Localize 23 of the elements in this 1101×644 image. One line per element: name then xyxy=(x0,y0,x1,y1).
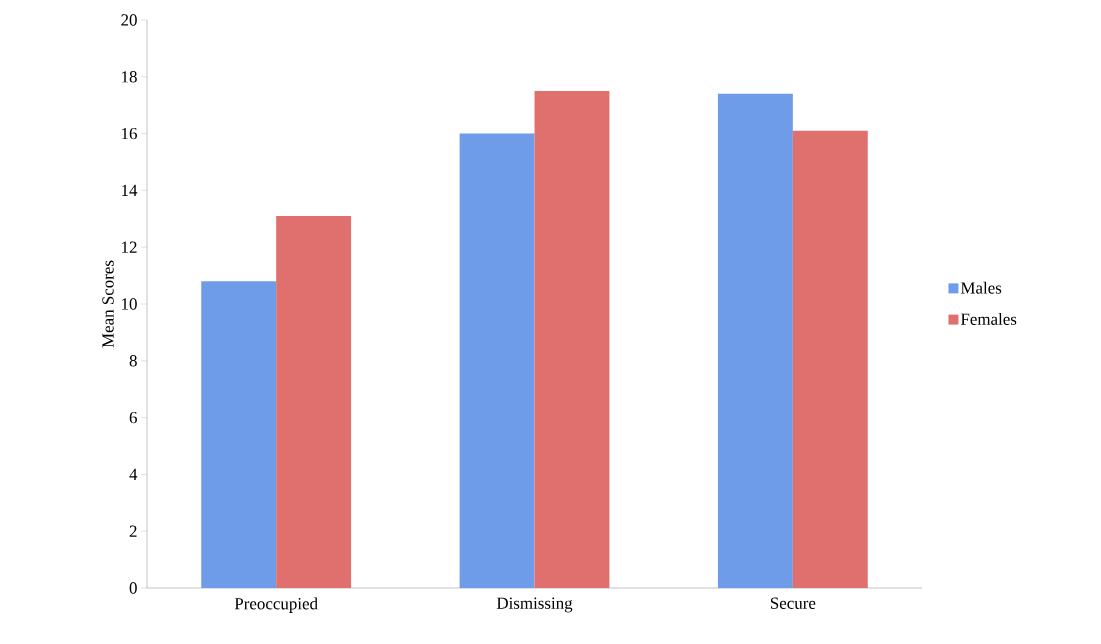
y-tick-label: 8 xyxy=(129,355,137,367)
bar xyxy=(276,215,352,588)
y-tick-label: 18 xyxy=(122,71,137,83)
y-tick-label: 4 xyxy=(129,468,138,480)
y-tick-label: 6 xyxy=(129,411,137,424)
y-axis-title: Mean Scores xyxy=(102,260,114,348)
bar xyxy=(459,133,535,588)
y-tick-label: 16 xyxy=(122,127,137,140)
y-tick-label: 10 xyxy=(122,298,137,310)
x-tick-label: Dismissing xyxy=(496,597,573,613)
bar xyxy=(201,281,277,588)
y-tick-label: 12 xyxy=(122,241,137,253)
y-tick-label: 14 xyxy=(122,184,138,196)
legend-label: Females xyxy=(960,312,1017,325)
y-tick-label: 0 xyxy=(129,582,137,594)
bar xyxy=(534,90,610,588)
x-tick-label: Preoccupied xyxy=(234,597,318,613)
bar xyxy=(717,93,793,588)
y-tick-label: 20 xyxy=(121,14,137,26)
x-tick-label: Secure xyxy=(770,597,816,609)
bar xyxy=(792,130,868,588)
y-tick-label: 2 xyxy=(129,525,137,537)
legend-label: Males xyxy=(960,281,1002,294)
